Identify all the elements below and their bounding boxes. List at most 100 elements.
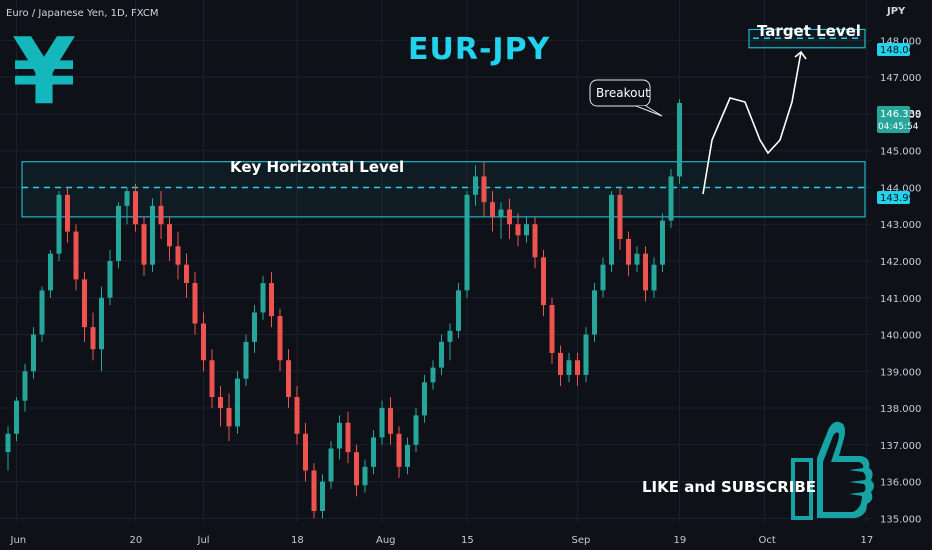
candle[interactable]: [583, 327, 589, 383]
price-tick-label: 147.000: [880, 73, 921, 84]
time-tick-label: Jul: [197, 535, 210, 546]
candle[interactable]: [235, 371, 240, 434]
candle[interactable]: [175, 231, 181, 280]
candle[interactable]: [260, 275, 266, 320]
candle[interactable]: [430, 360, 436, 390]
candle[interactable]: [39, 286, 45, 342]
candle[interactable]: [609, 191, 614, 273]
candle[interactable]: [524, 216, 529, 243]
candle[interactable]: [184, 253, 189, 298]
candle[interactable]: [56, 191, 62, 261]
candle[interactable]: [167, 216, 172, 261]
candle[interactable]: [99, 286, 104, 372]
candle[interactable]: [660, 213, 665, 273]
candle[interactable]: [345, 411, 351, 464]
candle[interactable]: [303, 422, 308, 482]
candle[interactable]: [243, 334, 249, 386]
price-tick-label: 139.000: [880, 367, 921, 378]
candle[interactable]: [133, 183, 138, 232]
candle[interactable]: [592, 283, 597, 342]
candle[interactable]: [541, 249, 546, 317]
candle[interactable]: [73, 224, 79, 291]
thumbs-up-icon: [791, 421, 874, 520]
candle[interactable]: [82, 272, 87, 342]
svg-text:146.339: 146.339: [880, 109, 921, 120]
candle[interactable]: [277, 308, 283, 372]
candle[interactable]: [677, 99, 682, 184]
candle[interactable]: [22, 363, 28, 412]
candle[interactable]: [405, 437, 410, 475]
candle[interactable]: [558, 345, 563, 386]
candle[interactable]: [600, 257, 606, 298]
candle[interactable]: [566, 352, 572, 383]
candle[interactable]: [48, 249, 53, 298]
candle[interactable]: [447, 323, 453, 361]
annotations: Key Horizontal Level Target Level Breako…: [230, 22, 861, 195]
candle[interactable]: [31, 327, 36, 379]
candle[interactable]: [473, 165, 478, 206]
candle[interactable]: [388, 397, 393, 445]
candle[interactable]: [124, 187, 130, 225]
candle[interactable]: [362, 459, 368, 493]
candle[interactable]: [456, 283, 461, 339]
candle[interactable]: [65, 187, 70, 243]
projection-curve: [702, 51, 802, 195]
candle[interactable]: [439, 334, 444, 375]
candle[interactable]: [575, 352, 580, 386]
candle[interactable]: [107, 249, 113, 306]
candle[interactable]: [507, 198, 512, 239]
candle[interactable]: [311, 463, 317, 519]
candle[interactable]: [532, 216, 538, 269]
time-axis[interactable]: Jun20Jul18Aug15Sep19Oct17Nov14: [10, 535, 932, 546]
price-tick-label: 141.000: [880, 294, 921, 305]
candle[interactable]: [90, 312, 96, 361]
candle[interactable]: [14, 397, 19, 442]
candle[interactable]: [371, 430, 376, 475]
candle[interactable]: [150, 198, 155, 273]
candle[interactable]: [141, 216, 147, 276]
candle[interactable]: [490, 191, 495, 232]
candle[interactable]: [651, 257, 657, 298]
candle[interactable]: [549, 297, 555, 364]
candle[interactable]: [396, 426, 402, 478]
price-tick-label: 137.000: [880, 441, 921, 452]
candle[interactable]: [515, 213, 521, 247]
candle[interactable]: [116, 202, 121, 269]
svg-text:04:45:54: 04:45:54: [878, 122, 919, 132]
instrument-header: Euro / Japanese Yen, 1D, FXCM: [6, 8, 159, 19]
candle[interactable]: [422, 374, 427, 423]
candle[interactable]: [626, 231, 631, 276]
price-tick-label: 135.000: [880, 514, 921, 525]
candle[interactable]: [252, 305, 257, 353]
candles[interactable]: [5, 99, 683, 519]
candle[interactable]: [269, 272, 274, 328]
candle[interactable]: [354, 444, 359, 497]
candle[interactable]: [617, 187, 623, 250]
candle[interactable]: [464, 191, 470, 298]
candle[interactable]: [379, 400, 385, 445]
candle[interactable]: [498, 202, 504, 239]
candle[interactable]: [192, 272, 198, 335]
breakout-label: Breakout: [596, 86, 650, 100]
candle[interactable]: [158, 191, 164, 239]
candle[interactable]: [294, 385, 300, 445]
candle[interactable]: [5, 426, 11, 471]
time-tick-label: Sep: [572, 535, 591, 546]
candle[interactable]: [643, 246, 648, 302]
chart-title: EUR-JPY: [408, 32, 551, 67]
candle[interactable]: [337, 415, 342, 460]
svg-text:148.060: 148.060: [880, 45, 921, 56]
candle[interactable]: [201, 312, 206, 372]
candle[interactable]: [209, 349, 215, 409]
candle[interactable]: [668, 169, 674, 228]
price-tick-label: 143.000: [880, 220, 921, 231]
candle[interactable]: [634, 246, 640, 273]
candle[interactable]: [413, 408, 419, 453]
candle[interactable]: [481, 161, 487, 217]
candle[interactable]: [286, 349, 291, 409]
candle[interactable]: [328, 441, 334, 489]
candle[interactable]: [218, 385, 223, 427]
candle[interactable]: [320, 474, 325, 519]
candle[interactable]: [226, 393, 232, 442]
